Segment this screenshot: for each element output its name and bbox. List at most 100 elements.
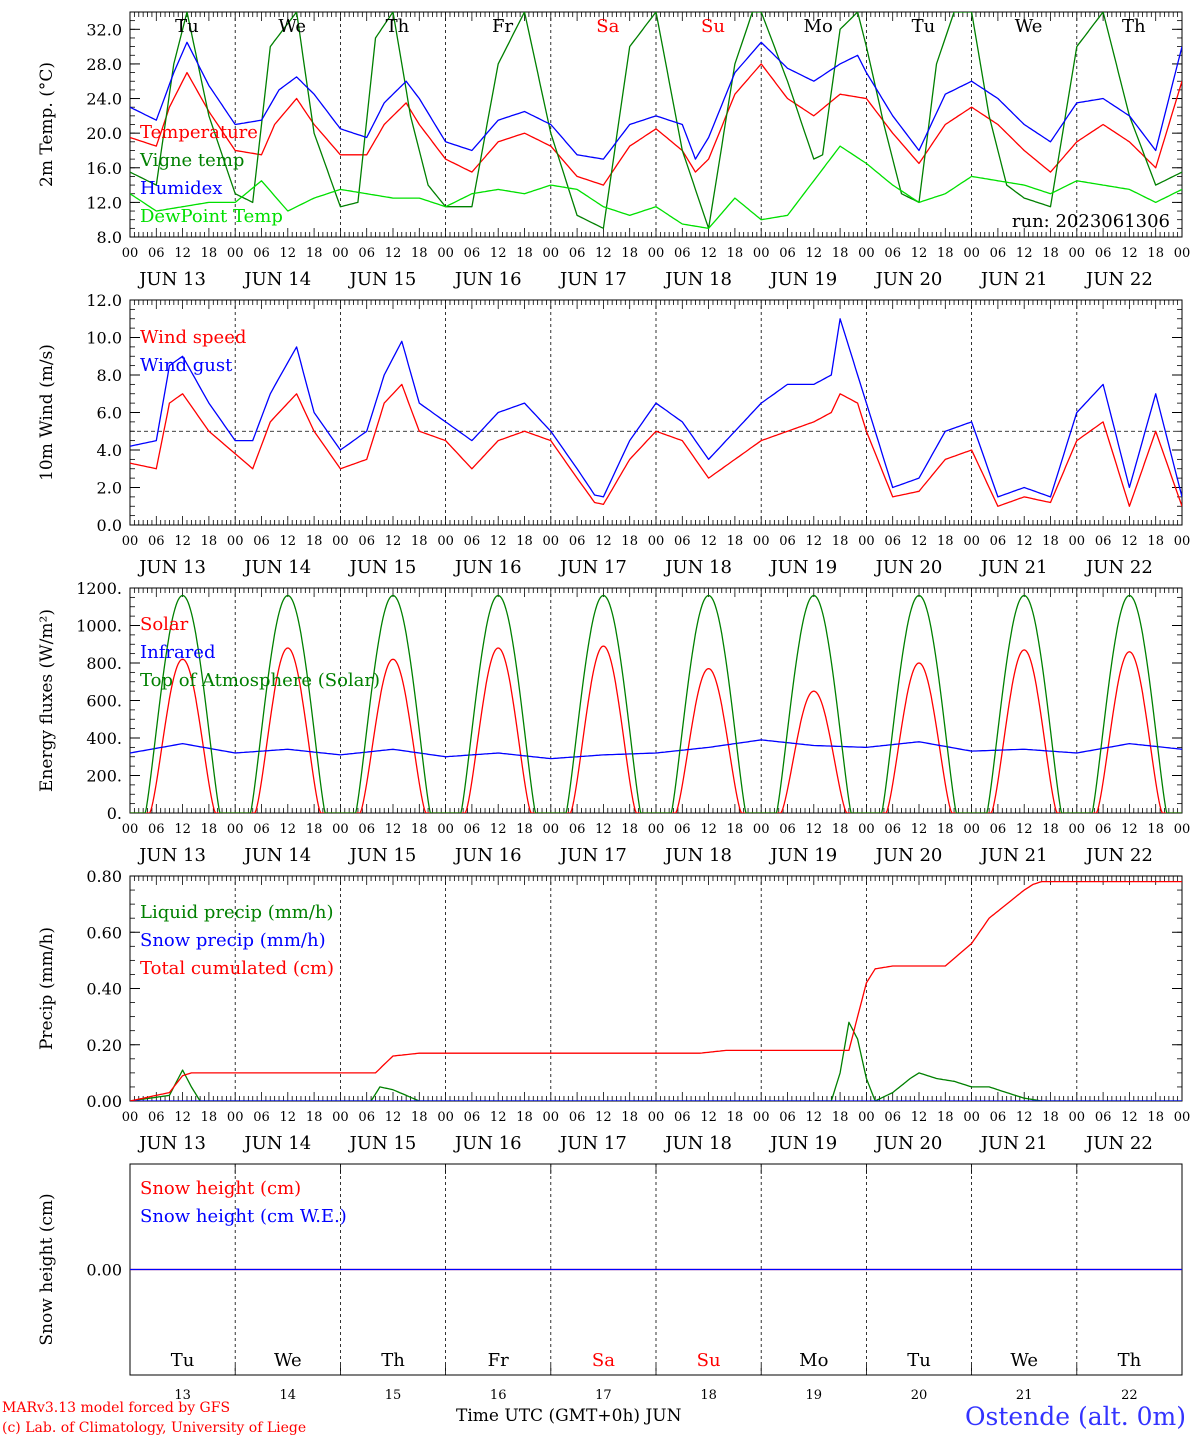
panel-precip-hour-label: 12: [595, 1110, 612, 1125]
panel-flux-y-axis-label: Energy fluxes (W/m²): [37, 609, 57, 792]
panel-temp-y-tick-label: 32.0: [86, 20, 122, 39]
panel-wind-hour-label: 18: [306, 534, 323, 549]
day-number-label: 17: [595, 1388, 612, 1403]
panel-precip-hour-label: 00: [543, 1110, 560, 1125]
panel-flux-hour-label: 12: [595, 822, 612, 837]
panel-precip-hour-label: 12: [911, 1110, 928, 1125]
panel-flux-hour-label: 06: [884, 822, 901, 837]
panel-flux-hour-label: 00: [332, 822, 349, 837]
panel-snow-legend-snow-height-cm-w-e: Snow height (cm W.E.): [140, 1206, 347, 1227]
day-number-label: 13: [174, 1388, 191, 1403]
panel-precip-hour-label: 00: [648, 1110, 665, 1125]
panel-flux-hour-label: 18: [937, 822, 954, 837]
weekday-label-bottom: Mo: [799, 1350, 828, 1371]
panel-temp-y-tick-label: 20.0: [86, 124, 122, 143]
panel-wind-hour-label-end: 00: [1174, 534, 1191, 549]
panel-temp-hour-label: 12: [806, 246, 823, 261]
panel-precip-hour-label: 18: [937, 1110, 954, 1125]
panel-wind-hour-label: 06: [569, 534, 586, 549]
panel-flux-y-tick-label: 1200.: [76, 579, 122, 598]
panel-precip-hour-label: 06: [148, 1110, 165, 1125]
panel-precip-series-liquid-precip-mm-h: [130, 1021, 1182, 1101]
panel-wind-y-axis-label: 10m Wind (m/s): [37, 344, 57, 481]
panel-wind-hour-label: 18: [201, 534, 218, 549]
panel-flux-day-label: JUN 17: [558, 845, 627, 866]
panel-flux-hour-label: 12: [806, 822, 823, 837]
panel-precip-hour-label: 06: [884, 1110, 901, 1125]
panel-wind-series-wind-speed: [130, 383, 1182, 507]
model-credit: MARv3.13 model forced by GFS: [2, 1400, 231, 1416]
panel-temp-day-label: JUN 15: [348, 269, 417, 290]
panel-temp-legend-dewpoint-temp: DewPoint Temp: [140, 206, 283, 227]
panel-wind-day-label: JUN 16: [453, 557, 522, 578]
panel-wind-y-tick-label: 4.0: [97, 441, 122, 460]
panel-wind-hour-label: 18: [516, 534, 533, 549]
panel-temp-hour-label: 06: [779, 246, 796, 261]
panel-flux-hour-label: 00: [227, 822, 244, 837]
panel-flux-y-tick-label: 200.: [86, 767, 122, 786]
panel-flux-hour-label: 00: [963, 822, 980, 837]
panel-precip-day-label: JUN 21: [979, 1133, 1048, 1154]
panel-temp-hour-label: 12: [1016, 246, 1033, 261]
panel-wind-hour-label: 18: [727, 534, 744, 549]
panel-temp-day-label: JUN 22: [1084, 269, 1153, 290]
panel-wind-y-tick-label: 10.0: [86, 329, 122, 348]
panel-temp-hour-label: 12: [280, 246, 297, 261]
panel-precip-hour-label: 12: [1121, 1110, 1138, 1125]
panel-temp-hour-label: 06: [358, 246, 375, 261]
panel-precip-y-tick-label: 0.40: [86, 980, 122, 999]
panel-flux-hour-label: 12: [174, 822, 191, 837]
panel-temp-hour-label: 18: [937, 246, 954, 261]
weekday-label-top: Fr: [492, 16, 513, 37]
panel-flux-legend-solar: Solar: [140, 614, 189, 635]
panel-precip-hour-label: 18: [201, 1110, 218, 1125]
weekday-label-top: Th: [386, 16, 410, 37]
panel-precip-day-label: JUN 17: [558, 1133, 627, 1154]
panel-temp-hour-label: 00: [543, 246, 560, 261]
panel-temp-hour-label: 00: [648, 246, 665, 261]
weekday-label-top: Th: [1122, 16, 1146, 37]
panel-flux-hour-label: 00: [437, 822, 454, 837]
panel-wind-hour-label: 12: [280, 534, 297, 549]
panel-flux-hour-label: 12: [1121, 822, 1138, 837]
panel-temp-hour-label: 06: [990, 246, 1007, 261]
panel-flux-hour-label: 06: [253, 822, 270, 837]
panel-wind-hour-label: 00: [227, 534, 244, 549]
panel-flux-day-label: JUN 15: [348, 845, 417, 866]
panel-wind-hour-label: 06: [674, 534, 691, 549]
panel-wind-hour-label: 06: [358, 534, 375, 549]
panel-temp-hour-label: 06: [1095, 246, 1112, 261]
panel-flux-hour-label: 06: [779, 822, 796, 837]
panel-temp-series-humidex: [130, 41, 1182, 160]
panel-precip-hour-label: 06: [358, 1110, 375, 1125]
panel-temp-hour-label: 12: [385, 246, 402, 261]
panel-flux-legend-infrared: Infrared: [140, 642, 215, 663]
panel-wind-hour-label: 12: [385, 534, 402, 549]
panel-precip-hour-label: 06: [569, 1110, 586, 1125]
panel-wind-hour-label: 00: [753, 534, 770, 549]
panel-flux-day-label: JUN 19: [768, 845, 837, 866]
day-number-label: 22: [1121, 1388, 1138, 1403]
weekday-label-top: We: [1015, 16, 1043, 37]
panel-precip-legend-total-cumulated-cm: Total cumulated (cm): [140, 958, 334, 979]
panel-temp-y-tick-label: 12.0: [86, 193, 122, 212]
panel-precip-hour-label: 00: [122, 1110, 139, 1125]
panel-wind-hour-label: 00: [648, 534, 665, 549]
panel-temp-hour-label: 12: [911, 246, 928, 261]
panel-flux-day-label: JUN 14: [242, 845, 311, 866]
panel-precip-hour-label: 06: [779, 1110, 796, 1125]
panel-precip-hour-label: 06: [674, 1110, 691, 1125]
panel-flux-hour-label: 00: [858, 822, 875, 837]
panel-temp-hour-label: 18: [516, 246, 533, 261]
panel-flux-hour-label: 00: [122, 822, 139, 837]
weekday-label-top: Su: [701, 16, 725, 37]
panel-snow-y-axis-label: Snow height (cm): [37, 1193, 57, 1345]
panel-wind-day-label: JUN 19: [768, 557, 837, 578]
panel-wind-hour-label: 12: [490, 534, 507, 549]
panel-wind-hour-label: 12: [174, 534, 191, 549]
panel-wind-legend-wind-gust: Wind gust: [140, 355, 233, 376]
panel-wind-day-label: JUN 20: [874, 557, 943, 578]
panel-flux-hour-label: 18: [306, 822, 323, 837]
panel-precip-hour-label: 00: [1069, 1110, 1086, 1125]
weekday-label-top: Sa: [596, 16, 619, 37]
